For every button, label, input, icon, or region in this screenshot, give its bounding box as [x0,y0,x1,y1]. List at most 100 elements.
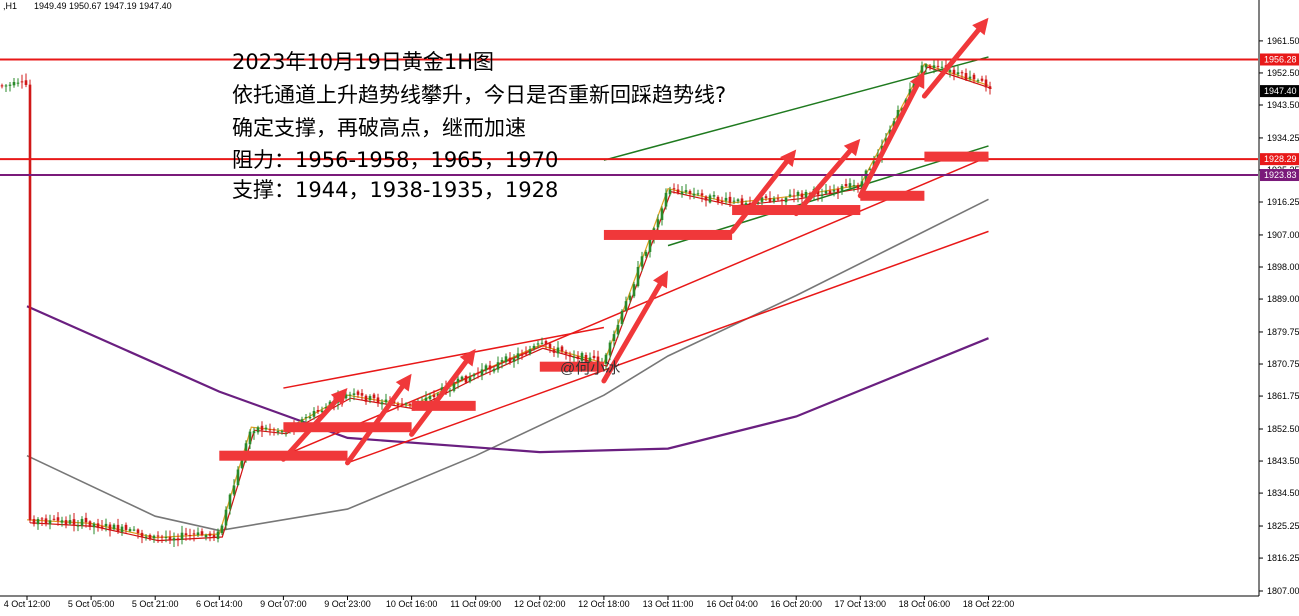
y-tick-label: 1934.25 [1267,133,1299,143]
candle-body [400,403,404,405]
candle-body [76,525,80,527]
candle-body [168,536,172,541]
time-axis: 4 Oct 12:00 5 Oct 05:00 5 Oct 21:00 6 Oct 1… [4,596,1014,609]
candle-body [280,431,284,433]
candle-body [664,192,668,207]
candle-body [40,518,44,520]
candle-body [36,519,40,525]
candle-body [632,284,636,297]
candle-body [736,199,740,202]
candle-body [212,535,216,538]
candle-body [464,375,468,383]
up-arrow-shaft [280,397,340,462]
candle-body [912,81,916,89]
up-arrow-head [330,388,348,406]
candle-body [740,198,744,206]
candle-body [612,334,616,342]
up-arrow-shaft [857,82,920,199]
candle-body [924,64,928,68]
candle-body [552,349,556,353]
candle-body [68,520,72,524]
up-arrow-head [459,348,476,367]
candle-body [792,195,796,197]
candle-body [432,394,436,398]
candle-body [536,343,540,345]
up-arrow-shaft [793,148,853,217]
candle-body [72,519,76,525]
candle-body [744,203,748,206]
candle-body [708,195,712,203]
candle-body [960,72,964,74]
candle-body [844,183,848,187]
candle-body [976,80,980,82]
price-average-line [29,66,992,542]
candle-body [524,353,528,355]
x-tick-label: 5 Oct 05:00 [68,599,115,609]
candle-body [964,73,968,80]
candle-body [488,365,492,370]
y-tick-label: 1898.00 [1267,262,1299,272]
price-badge [1260,53,1299,66]
candle-body [16,82,20,84]
candle-body [372,394,376,399]
candle-body [500,360,504,362]
candle-body [532,345,536,349]
up-arrow-shaft [345,384,405,466]
candle-body [820,194,824,197]
y-tick-label: 1825.25 [1267,521,1299,531]
candle-body [496,362,500,370]
candle-body [236,469,240,486]
candle-body [424,397,428,403]
candle-body [576,356,580,359]
candle-body [568,354,572,357]
candle-body [264,427,268,430]
candle-body [240,460,244,469]
candle-body [804,191,808,198]
y-tick-label: 1916.25 [1267,197,1299,207]
candle-body [604,354,608,364]
candle-body [620,310,624,325]
trend-line [603,56,989,161]
candle-body [988,86,992,89]
candle-body [0,85,4,87]
candle-body [624,301,628,311]
candle-body [856,185,860,189]
candle-body [644,251,648,257]
candle-body [304,417,308,419]
candle-body [132,529,136,531]
up-arrow-shaft [601,281,663,384]
candle-body [216,531,220,539]
candle-body [668,189,672,195]
candle-body [152,535,156,539]
candle-body [4,85,8,87]
candle-body [832,190,836,192]
candle-body [344,394,348,399]
candle-body [108,524,112,531]
candle-body [952,69,956,75]
symbol-label: ,H1 [3,1,17,11]
candle-body [920,65,924,81]
candle-body [104,523,108,527]
candle-body [80,519,84,526]
x-tick-label: 16 Oct 04:00 [706,599,758,609]
candle-body [460,376,464,380]
y-tick-label: 1843.50 [1267,456,1299,466]
candle-body [564,351,568,354]
candle-body [140,532,144,537]
price-badge-layer: 1956.28 1947.40 1928.29 1923.83 [1260,53,1299,182]
candle-body [512,358,516,362]
candle-body [452,383,456,391]
y-tick-label: 1870.75 [1267,359,1299,369]
candle-body [120,526,124,532]
candle-body [596,356,600,365]
x-tick-label: 4 Oct 12:00 [4,599,51,609]
candle-body [732,200,736,202]
candle-body [504,356,508,362]
up-arrow-head [395,373,412,392]
price-badge [1260,85,1299,98]
candle-body [928,65,932,68]
candle-body [868,168,872,170]
candle-body [368,396,372,401]
